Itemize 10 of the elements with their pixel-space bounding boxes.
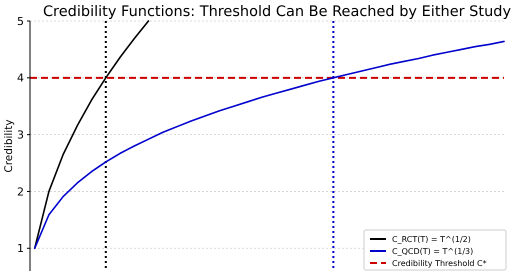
legend-label: C_RCT(T) = T^(1/2) [392,234,471,244]
y-tick-label: 3 [17,128,24,142]
y-tick-label: 2 [17,185,24,198]
y-tick-label: 1 [17,242,24,256]
legend-label: C_QCD(T) = T^(1/3) [392,246,474,256]
y-axis-title: Credibility [3,119,15,173]
legend-label: Credibility Threshold C* [392,258,487,268]
chart-title: Credibility Functions: Threshold Can Be Reached by Either Study [42,4,512,20]
y-tick-label: 5 [17,14,24,28]
y-tick-label: 4 [17,72,24,85]
